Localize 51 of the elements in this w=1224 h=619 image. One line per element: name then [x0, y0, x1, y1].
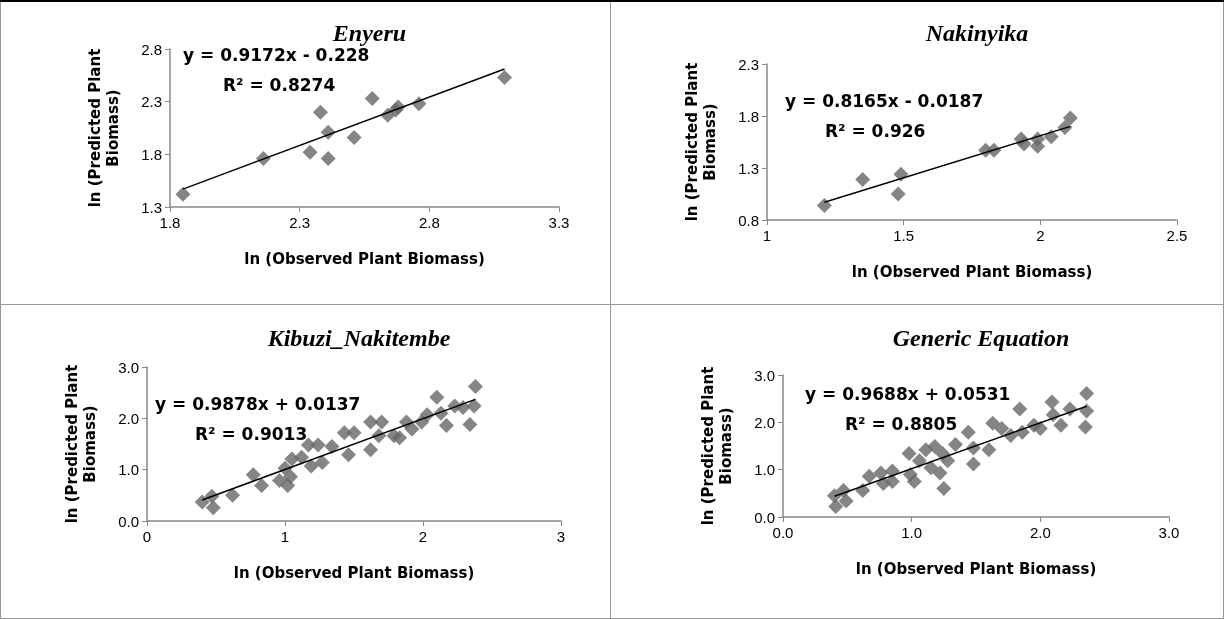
y-tick-label: 2.3 — [141, 93, 162, 111]
y-tick-label: 0.0 — [118, 512, 139, 530]
y-tick-label: 1.8 — [141, 145, 162, 163]
x-tick-label: 2 — [418, 528, 428, 545]
x-tick-label: 1 — [762, 227, 772, 244]
chart-title: Generic Equation — [892, 325, 1070, 351]
y-tick-label: 0.0 — [754, 508, 775, 526]
annotation: y = 0.9878x + 0.0137 — [155, 393, 361, 414]
y-tick-label: 1.0 — [754, 461, 775, 479]
x-tick-label: 2.3 — [289, 214, 311, 231]
annotation: y = 0.8165x - 0.0187 — [785, 90, 984, 111]
y-tick-label: 3.0 — [754, 366, 775, 384]
y-tick-label: 1.0 — [118, 461, 139, 479]
y-tick-label: 1.8 — [738, 107, 759, 125]
chart-title: Enyeru — [331, 20, 407, 46]
x-tick-label: 2.0 — [1029, 524, 1051, 541]
y-tick-label: 1.3 — [738, 159, 759, 177]
x-tick-label: 3.3 — [548, 214, 570, 231]
x-tick-label: 0 — [142, 528, 152, 545]
y-tick-label: 2.8 — [141, 40, 162, 58]
annotation: R² = 0.8274 — [223, 74, 336, 95]
y-tick-label: 3.0 — [118, 358, 139, 376]
y-tick-label: 1.3 — [141, 198, 162, 216]
x-tick-label: 0.0 — [772, 524, 794, 541]
chart-title: Nakinyika — [924, 20, 1029, 46]
x-tick-label: 3 — [556, 528, 566, 545]
y-axis-title: ln (Predicted Plant Biomass) — [86, 48, 122, 208]
annotation: R² = 0.8805 — [845, 413, 958, 434]
x-tick-label: 2 — [1036, 227, 1045, 244]
y-tick-label: 2.0 — [754, 413, 775, 431]
x-axis-title: ln (Observed Plant Biomass) — [233, 563, 475, 582]
y-axis-title: ln (Predicted Plant Biomass) — [699, 366, 735, 526]
x-tick-label: 1.0 — [901, 524, 923, 541]
chart-title: Kibuzi_Nakitembe — [266, 325, 451, 351]
y-axis-title: ln (Predicted Plant Biomass) — [683, 62, 719, 222]
x-axis-title: ln (Observed Plant Biomass) — [855, 559, 1097, 578]
y-axis-title: ln (Predicted Plant Biomass) — [63, 364, 99, 524]
x-tick-label: 2.8 — [418, 214, 440, 231]
x-axis-title: ln (Observed Plant Biomass) — [244, 249, 485, 268]
y-tick-label: 0.8 — [738, 211, 759, 229]
x-axis-title: ln (Observed Plant Biomass) — [851, 262, 1093, 281]
x-tick-label: 1.8 — [159, 214, 181, 231]
annotation: R² = 0.926 — [825, 120, 926, 141]
x-tick-label: 1.5 — [893, 227, 915, 244]
annotation: R² = 0.9013 — [195, 423, 308, 444]
y-tick-label: 2.0 — [118, 409, 139, 427]
y-tick-label: 2.3 — [738, 55, 759, 73]
x-tick-label: 2.5 — [1166, 227, 1188, 244]
x-tick-label: 3.0 — [1158, 524, 1180, 541]
annotation: y = 0.9688x + 0.0531 — [805, 383, 1011, 404]
x-tick-label: 1 — [280, 528, 290, 545]
